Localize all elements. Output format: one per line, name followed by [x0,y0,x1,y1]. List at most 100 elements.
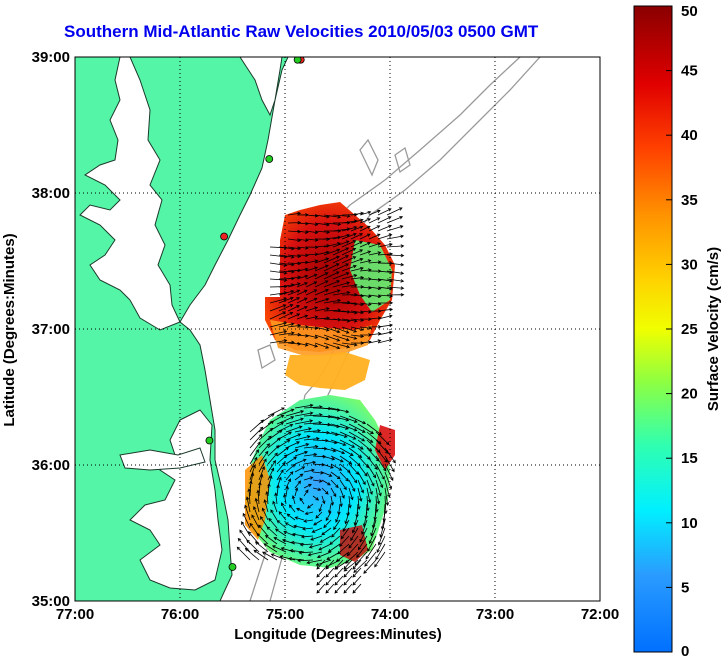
velocity-patch-north-east [350,240,392,312]
velocity-arrow [316,583,326,594]
velocity-arrow [339,415,358,423]
velocity-arrow [323,248,341,256]
x-tick-label: 77:00 [56,606,94,623]
velocity-arrow [276,519,287,529]
y-tick-label: 36:00 [32,457,70,474]
velocity-arrow [348,535,359,549]
velocity-arrow [350,225,364,232]
velocity-arrow [276,454,288,465]
radar-station-marker [265,155,274,163]
velocity-arrow [316,551,332,559]
chesapeake-bay [79,57,181,331]
velocity-arrow [350,334,365,339]
velocity-arrow [350,233,364,240]
velocity-arrow [357,487,363,502]
velocity-arrow [350,310,365,315]
velocity-arrow [258,420,275,433]
velocity-arrow [294,480,302,489]
velocity-arrow [269,311,287,320]
velocity-arrow [330,423,349,430]
velocity-arrow [294,443,310,449]
velocity-arrow [294,411,314,417]
velocity-arrow [323,280,341,288]
velocity-arrow [323,326,341,334]
velocity-arrow [264,534,278,545]
velocity-arrow [258,524,269,537]
velocity-arrow [335,511,341,523]
colorbar-tick-label: 20 [681,386,698,403]
velocity-arrow [314,257,330,264]
velocity-arrow [262,551,278,561]
velocity-arrow [339,447,354,456]
velocity-arrow [268,517,278,529]
velocity-arrow [284,522,296,529]
velocity-arrow [269,330,288,336]
velocity-arrow [296,274,309,280]
velocity-arrow [339,431,357,440]
velocity-arrow [323,255,340,264]
velocity-arrow [339,423,358,432]
velocity-arrow [368,242,382,248]
y-axis: 39:00 38:00 37:00 36:00 35:00 Latitude (… [1,49,70,610]
velocity-arrow [287,289,301,296]
velocity-arrow [287,313,301,320]
velocity-arrow [251,514,260,529]
colorbar-tick-label: 35 [681,192,698,209]
velocity-arrow [278,322,295,328]
velocity-arrow [339,439,356,448]
velocity-arrow [341,232,357,240]
velocity-arrow [332,272,350,280]
velocity-arrow [346,543,359,557]
velocity-arrow [312,471,324,475]
velocity-arrow [353,559,368,573]
velocity-arrow [325,583,335,594]
velocity-arrow [291,532,305,537]
velocity-arrow [261,507,269,521]
velocity-arrow [386,225,404,232]
velocity-arrow [315,511,323,519]
velocity-arrow [271,545,287,553]
velocity-arrow [326,551,341,560]
velocity-arrow [296,289,308,296]
velocity-arrow [294,403,314,409]
velocity-arrow [332,233,351,240]
velocity-arrow [334,575,344,586]
velocity-arrow [296,267,309,272]
velocity-arrow [267,467,275,481]
y-tick-label: 39:00 [32,49,70,66]
velocity-arrow [325,511,332,522]
velocity-arrow [357,471,366,486]
velocity-arrow [296,507,305,513]
x-tick-label: 72:00 [581,606,619,623]
velocity-arrow [308,543,323,549]
velocity-arrow [296,314,309,320]
velocity-arrow [288,504,296,513]
velocity-arrow [352,575,362,586]
velocity-arrow [375,543,386,561]
velocity-arrow [306,559,323,565]
velocity-arrow [323,289,341,296]
velocity-arrow [368,233,381,240]
velocity-arrow [278,511,287,521]
velocity-arrow [312,487,322,492]
velocity-arrow [366,463,377,479]
velocity-arrow [351,519,359,534]
colorbar-tick-label: 40 [681,127,698,144]
velocity-arrow [314,342,330,349]
velocity-arrow [273,537,287,545]
colorbar-tick-label: 15 [681,450,698,467]
velocity-arrow [300,534,314,539]
velocity-arrow [278,254,295,259]
velocity-arrow [348,447,363,458]
velocity-arrow [305,342,319,348]
velocity-arrow [357,431,374,443]
velocity-arrow [293,524,305,529]
velocity-arrow [366,471,375,487]
velocity-arrow [244,504,251,521]
velocity-arrow [370,519,377,537]
velocity-arrow [339,463,351,473]
velocity-arrow [270,553,287,561]
velocity-arrow [339,455,353,465]
x-tick-label: 76:00 [161,606,199,623]
velocity-arrow [332,240,350,248]
